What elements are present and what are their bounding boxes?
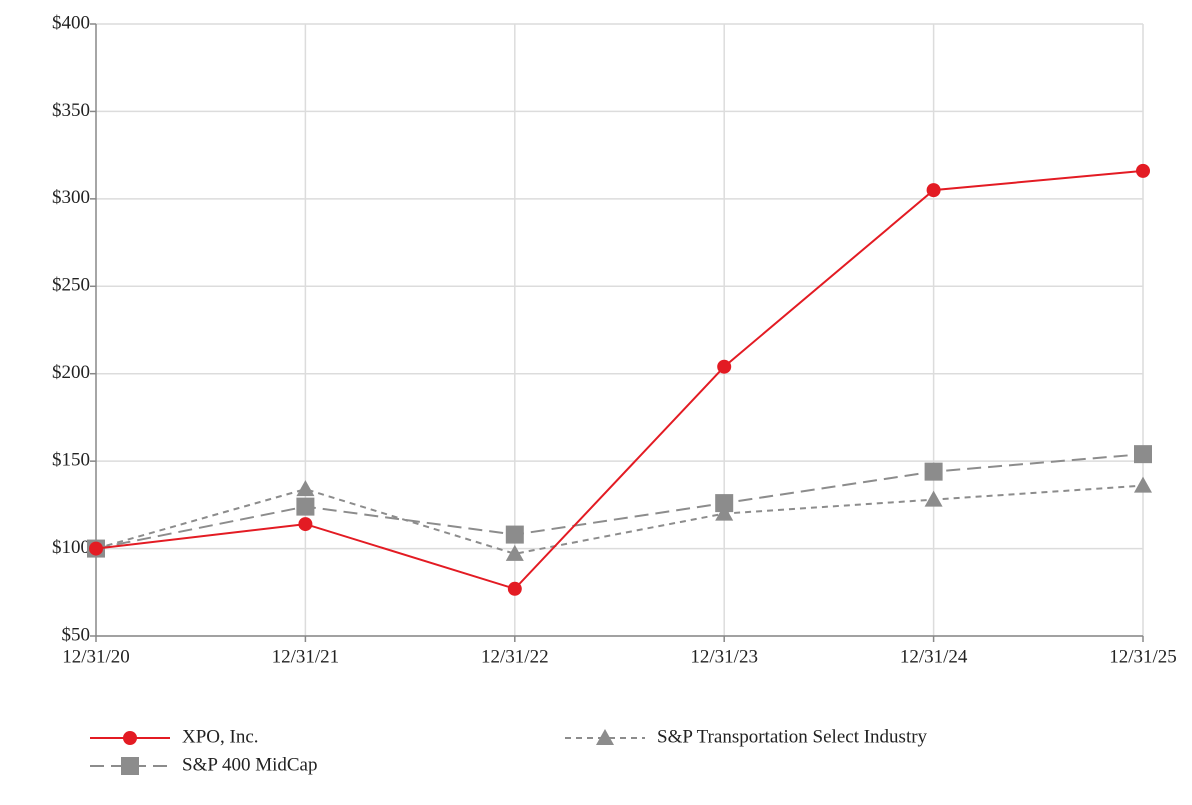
x-tick-label: 12/31/24	[900, 646, 968, 667]
legend-marker	[123, 731, 137, 745]
y-tick-label: $350	[52, 100, 90, 121]
x-tick-label: 12/31/23	[690, 646, 758, 667]
legend-marker	[596, 729, 614, 745]
data-point	[298, 517, 313, 532]
series-line	[95, 453, 1144, 550]
y-tick-label: $150	[52, 450, 90, 471]
data-point	[1134, 476, 1152, 493]
series-line	[95, 484, 1144, 555]
data-point	[1136, 163, 1150, 178]
data-point	[505, 544, 524, 561]
data-point	[717, 359, 732, 374]
y-tick-label: $250	[52, 275, 90, 296]
x-tick-label: 12/31/22	[481, 646, 549, 667]
x-tick-label: 12/31/20	[62, 646, 130, 667]
data-point	[505, 525, 524, 544]
data-point	[89, 541, 103, 556]
y-tick-label: $100	[52, 537, 90, 558]
data-point	[715, 504, 734, 521]
data-point	[507, 581, 522, 596]
x-tick-label: 12/31/21	[272, 646, 340, 667]
data-point	[296, 480, 315, 497]
legend-label: S&P 400 MidCap	[182, 754, 318, 775]
data-point	[924, 462, 943, 481]
data-point	[296, 497, 315, 516]
series-line	[95, 169, 1144, 590]
legend-label: XPO, Inc.	[182, 726, 259, 747]
x-tick-label: 12/31/25	[1109, 646, 1177, 667]
legend-marker	[121, 757, 139, 775]
data-point	[924, 490, 943, 507]
y-tick-label: $300	[52, 187, 90, 208]
data-point	[1134, 445, 1152, 464]
data-point	[926, 183, 941, 198]
y-tick-label: $400	[52, 12, 90, 33]
legend-label: S&P Transportation Select Industry	[657, 726, 928, 747]
data-point	[715, 494, 734, 513]
y-tick-label: $50	[62, 624, 91, 645]
y-tick-label: $200	[52, 362, 90, 383]
